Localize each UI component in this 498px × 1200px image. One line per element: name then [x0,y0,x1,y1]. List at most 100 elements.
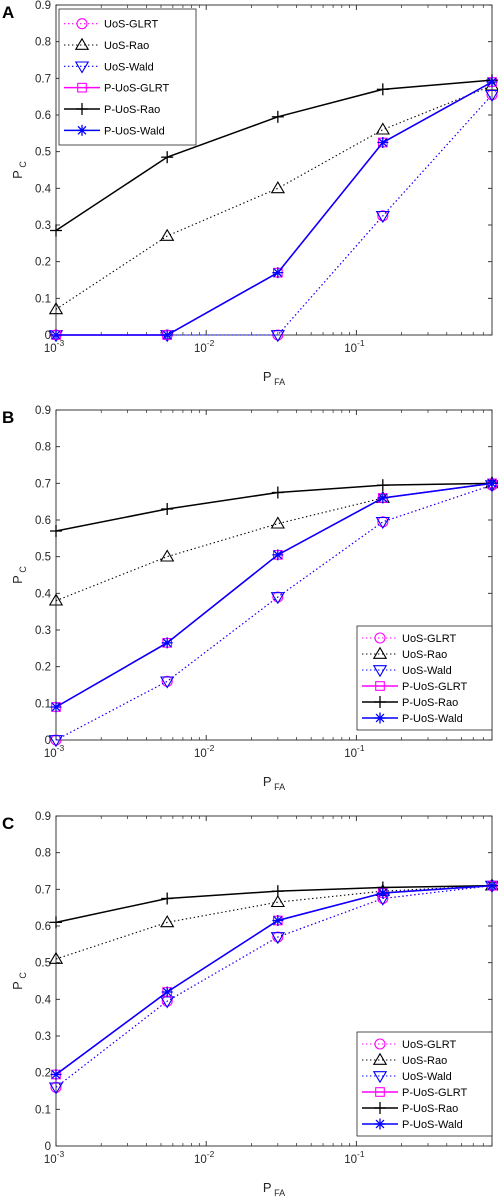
panel-a-legend-item-p-uos-rao-marker [76,103,88,115]
panel-a-ytick-label: 0.3 [35,220,51,232]
panel-b-series-p-uos-wald-point-d [162,638,172,648]
panel-c-ytick-label: 0.1 [35,1104,51,1116]
panel-b-ytick-label: 0.2 [35,662,51,674]
panel-a-ylabel: P C [10,161,28,179]
panel-a-legend-item-uos-wald: UoS-Wald [64,61,154,74]
panel-c-legend-item-uos-rao: UoS-Rao [362,1052,447,1067]
panel-b-series-p-uos-wald-point [486,477,498,489]
panel-a-legend-item-p-uos-rao-label: P-UoS-Rao [104,104,160,116]
panel-b-series-uos-rao-point-shape [270,516,286,529]
panel-b: B 0 0.1 0.2 0.3 0.4 0.5 0.6 0.7 0.8 0.9 10-3 10-2 10-… [2,405,498,792]
panel-c-legend-item-p-uos-rao: P-UoS-Rao [362,1102,458,1115]
panel-c-series-uos-rao-point [270,894,286,908]
panel-c-legend-item-p-uos-wald-label: P-UoS-Wald [402,1119,463,1131]
panel-c-series-uos-rao-point-shape [270,894,286,908]
panel-b-legend-item-uos-rao-label: UoS-Rao [402,649,447,661]
panel-a-legend-item-p-uos-wald: P-UoS-Wald [64,124,165,137]
panel-a-legend-item-uos-rao: UoS-Rao [64,37,149,52]
panel-b-letter: B [2,408,14,427]
panel-c-legend-item-p-uos-glrt-marker-shape [375,1087,385,1097]
panel-b-series-uos-glrt-point-shape [377,516,389,528]
panel-a-legend-item-uos-rao-marker-shape [74,37,90,50]
panel-b-series-uos-wald-point-shape [160,676,175,689]
panel-b-legend-item-uos-wald-marker [372,665,388,678]
panel-a-series-p-uos-rao-point [271,110,284,123]
panel-a-series-uos-wald-point-shape [484,89,498,103]
panel-b-series-uos-glrt-point [50,734,62,746]
panel-c-series-uos-rao-point-shape [48,951,64,964]
panel-b-series-uos-rao-point [160,549,175,562]
panel-c-legend-item-p-uos-glrt: P-UoS-GLRT [362,1087,467,1099]
panel-b-legend-item-uos-rao: UoS-Rao [362,646,447,661]
panel-c-ylabel-group: P C [10,972,28,990]
panel-a-xtick-label: 10-2 [194,338,215,355]
panel-c-series-p-uos-wald-point [272,915,284,926]
panel-b-series-p-uos-wald [50,477,498,713]
panel-a-series-p-uos-wald-point [486,76,498,88]
panel-b-legend-item-uos-rao-marker-shape [372,646,388,659]
panel-c-ytick-label: 0.8 [35,848,51,860]
panel-c-ytick-label: 0 [45,1141,51,1153]
panel-b-legend: UoS-GLRT UoS-Rao UoS-Wald P-UoS-GLRT P-UoS-R… [356,625,493,731]
panel-b-series-uos-wald-point [270,592,286,605]
panel-b-series-uos-wald-point-shape [270,592,286,605]
panel-c-series-uos-rao-point-shape [160,915,175,928]
panel-b-ytick-label: 0.6 [35,515,51,527]
panel-b-legend-item-p-uos-rao-marker [374,696,386,708]
panel-a-series-uos-rao-point [48,302,64,315]
panel-c-xlabel: P FA [263,1180,285,1198]
panel-a-series-p-uos-wald-point-d [378,138,388,147]
panel-b-legend-item-uos-rao-marker [372,646,388,659]
panel-c-ylabel: P C [10,972,28,990]
panel-b-ytick-label: 0.7 [35,478,51,490]
panel-c: C 0 0.1 0.2 0.3 0.4 0.5 0.6 0.7 0.8 0.9 10-3 10-2 10-… [2,811,498,1198]
panel-a-series-p-uos-wald-point-d [273,268,283,278]
panel-c-legend: UoS-GLRT UoS-Rao UoS-Wald P-UoS-GLRT P-UoS-R… [356,1031,493,1137]
panel-b-series-uos-wald-point-shape [48,735,64,748]
panel-c-ytick-label: 0.3 [35,1031,51,1043]
panel-b-series-p-uos-rao-point [271,486,284,499]
panel-c-series-uos-glrt-point-shape [50,1081,62,1093]
panel-a-legend-item-uos-wald-marker [74,61,90,74]
panel-c-legend-item-uos-rao-marker [372,1052,388,1065]
panel-a-legend-item-p-uos-glrt-marker [77,82,87,93]
panel-a-xtick-label: 10-1 [344,338,365,355]
panel-b-ytick-label: 0 [45,735,51,747]
panel-c-xtick-label: 10-1 [344,1149,365,1166]
panel-c-series-uos-glrt-point [272,931,284,943]
panel-a-series-p-uos-wald-point [377,137,389,148]
panel-a-series-uos-wald-point-shape [270,330,286,343]
panel-a-legend-box [58,8,197,146]
panel-b-series-p-uos-wald-point-d [273,550,283,560]
panel-c-ytick-label: 0.7 [35,884,51,896]
panel-a-legend-item-p-uos-glrt: P-UoS-GLRT [64,83,169,95]
panel-b-series-uos-glrt-point-shape [161,675,173,687]
panel-a-xtick-label: 10-3 [44,338,65,355]
panel-b-series-uos-wald-point-shape [375,516,390,530]
panel-b-ytick-label: 0.4 [35,588,52,600]
panel-b-legend-item-p-uos-glrt: P-UoS-GLRT [362,681,467,693]
panel-a-series-p-uos-rao-point [376,83,389,96]
panel-b-series-p-uos-rao-point [376,479,389,492]
panel-c-series-uos-glrt-point [50,1081,62,1093]
panel-a-legend-item-p-uos-glrt-marker-shape [77,82,87,93]
panel-b-series-uos-wald-line [55,484,493,741]
panel-c-legend-item-p-uos-wald: P-UoS-Wald [362,1118,463,1131]
panel-a-legend-item-uos-wald-label: UoS-Wald [104,61,154,73]
panel-c-legend-item-uos-rao-marker-shape [372,1052,388,1065]
panel-c-legend-item-p-uos-wald-marker [374,1118,386,1130]
panel-c-xtick-label: 10-2 [194,1149,215,1166]
panel-a-series-uos-rao-point [270,181,286,194]
panel-c-series-p-uos-rao-point [50,916,62,929]
panel-c-series-uos-wald-point-shape [270,932,286,945]
panel-b-series-p-uos-rao-point [161,503,174,515]
panel-a-series-uos-glrt-point-shape [377,210,389,222]
panel-b-series-uos-wald-point [160,676,175,689]
panel-b-ytick-label: 0.1 [35,698,51,710]
panel-a-series-uos-rao-point-shape [160,228,175,241]
panel-c-legend-item-uos-glrt-marker [374,1038,386,1050]
panel-c-series-p-uos-wald-point-d [162,987,172,997]
panel-b-legend-item-uos-glrt-label: UoS-GLRT [402,633,456,645]
panel-b-legend-item-uos-wald-marker-shape [372,665,388,678]
